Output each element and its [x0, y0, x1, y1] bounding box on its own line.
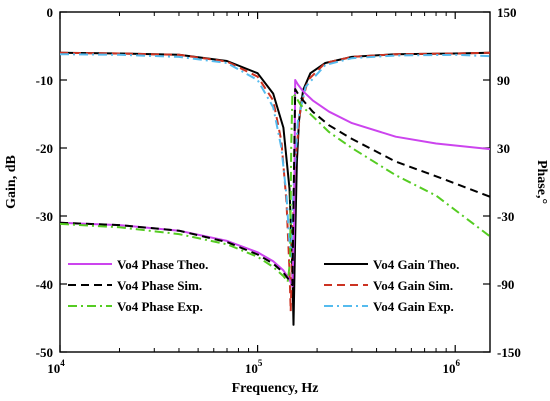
x-axis-title: Frequency, Hz — [232, 381, 319, 396]
legend-label: Vo4 Gain Sim. — [373, 278, 453, 293]
legend-label: Vo4 Phase Sim. — [117, 278, 202, 293]
y-left-tick-label: -40 — [36, 277, 53, 292]
y-right-tick-label: 30 — [497, 141, 510, 156]
legend-label: Vo4 Gain Exp. — [373, 299, 454, 314]
legend: Vo4 Phase Theo. Vo4 Phase Sim. Vo4 Phase E… — [68, 257, 459, 314]
y-axis-right-title: Phase,° — [534, 160, 549, 204]
series-line-vo4-gain-exp — [60, 53, 490, 258]
y-right-tick-label: -90 — [497, 277, 514, 292]
series-lines — [60, 51, 490, 326]
y-left-tick-label: -10 — [36, 73, 53, 88]
y-left-tick-label: -20 — [36, 141, 53, 156]
tick-labels: 104 105 106 0 -10 -20 -30 -40 -50 150 90 30 -30 -90 -1… — [36, 5, 521, 376]
y-right-tick-label: -30 — [497, 209, 514, 224]
legend-label: Vo4 Gain Theo. — [373, 257, 459, 272]
y-left-tick-label: -50 — [36, 345, 53, 360]
series-line-vo4-phase-sim — [60, 88, 490, 287]
y-axis-left-title: Gain, dB — [4, 155, 19, 209]
y-left-tick-label: 0 — [47, 5, 54, 20]
x-tick-label: 104 — [47, 358, 65, 376]
y-left-tick-label: -30 — [36, 209, 53, 224]
y-right-tick-label: 90 — [497, 73, 510, 88]
series-line-vo4-phase-exp — [60, 92, 490, 283]
plot-area — [59, 11, 491, 353]
x-tick-label: 105 — [245, 358, 263, 376]
x-tick-label: 106 — [442, 358, 460, 376]
legend-label: Vo4 Phase Theo. — [117, 257, 208, 272]
y-right-tick-label: -150 — [497, 345, 521, 360]
y-right-tick-label: 150 — [497, 5, 517, 20]
legend-label: Vo4 Phase Exp. — [117, 299, 203, 314]
